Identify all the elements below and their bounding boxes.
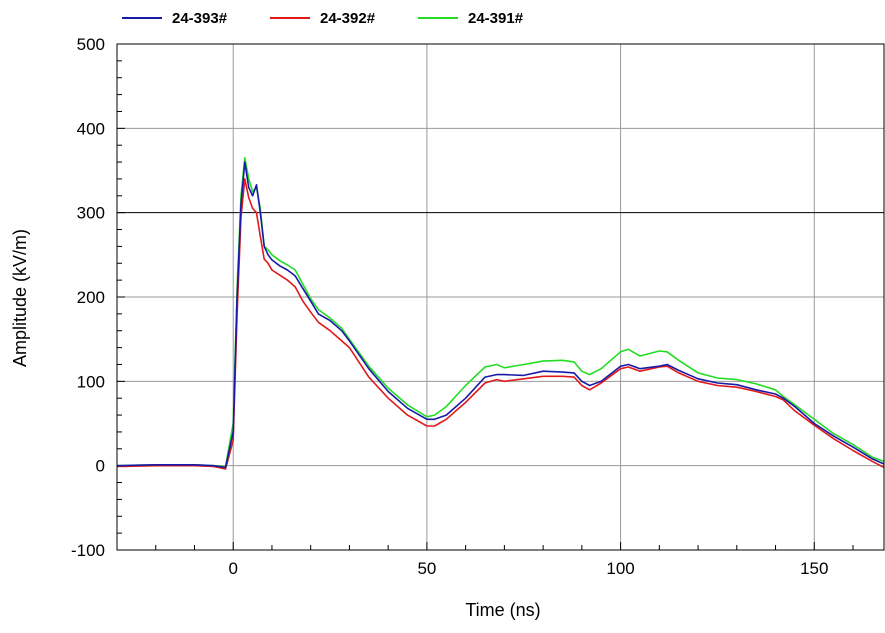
series-lines — [116, 157, 885, 470]
y-axis-title: Amplitude (kV/m) — [10, 229, 30, 367]
legend-label: 24-392# — [320, 10, 376, 27]
legend: 24-393# 24-392# 24-391# — [122, 10, 524, 27]
x-tick-label: 50 — [417, 559, 436, 578]
y-tick-label: -100 — [71, 541, 105, 560]
y-tick-label: 300 — [77, 204, 105, 223]
series-line — [116, 161, 885, 469]
y-tick-labels: -100 0 100 200 300 400 500 — [71, 35, 105, 560]
grid-lines — [117, 44, 884, 550]
series-line — [116, 157, 885, 468]
x-tick-labels: 0 50 100 150 — [228, 559, 828, 578]
minor-ticks — [116, 43, 854, 551]
legend-label: 24-393# — [172, 10, 228, 27]
y-tick-label: 100 — [77, 372, 105, 391]
y-tick-label: 200 — [77, 288, 105, 307]
x-tick-label: 100 — [606, 559, 634, 578]
plot-frame — [116, 43, 885, 551]
x-tick-label: 150 — [800, 559, 828, 578]
y-tick-label: 500 — [77, 35, 105, 54]
y-tick-label: 0 — [96, 457, 105, 476]
y-tick-label: 400 — [77, 119, 105, 138]
series-line — [116, 178, 885, 470]
x-axis-title: Time (ns) — [465, 600, 540, 620]
legend-label: 24-391# — [468, 10, 524, 27]
x-tick-label: 0 — [228, 559, 237, 578]
